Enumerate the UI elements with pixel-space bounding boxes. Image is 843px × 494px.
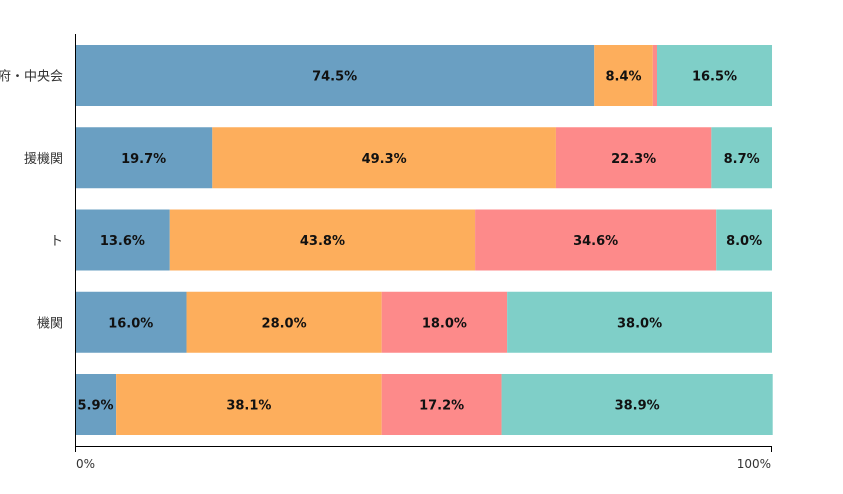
bar-segment-row0-series3: [657, 45, 773, 106]
bar-segment-row4-series0: [75, 374, 117, 435]
bar-segment-row0-series2: [652, 45, 657, 106]
category-label-1: 援機関: [24, 152, 63, 167]
x-tick-label-100: 100%: [737, 457, 771, 471]
data-label-row0-series3: 16.5%: [692, 70, 737, 85]
bars-layer: 74.5% 8.4% 16.5% 19.7% 49.3% 22.3% 8.7% 13.6% 43…: [75, 45, 773, 435]
data-label-row2-series1: 43.8%: [300, 234, 345, 249]
bar-segment-row3-series0: [75, 291, 187, 353]
bar-segment-row2-series0: [75, 209, 170, 271]
bar-segment-row4-series1: [116, 374, 382, 435]
data-label-row0-series0: 74.5%: [312, 70, 357, 85]
bar-segment-row2-series2: [475, 209, 717, 271]
x-tick-label-0: 0%: [76, 457, 95, 471]
bar-segment-row1-series1: [212, 127, 556, 189]
data-label-row1-series0: 19.7%: [121, 152, 166, 167]
bar-segment-row2-series3: [716, 209, 772, 271]
category-label-2: ト: [50, 234, 63, 249]
bar-segment-row4-series2: [381, 374, 502, 435]
category-label-3: 機関: [37, 316, 63, 331]
bar-segment-row3-series1: [186, 291, 382, 353]
bar-segment-row4-series3: [501, 374, 773, 435]
data-label-row2-series3: 8.0%: [726, 234, 762, 249]
data-label-row1-series3: 8.7%: [724, 152, 760, 167]
data-label-row0-series1: 8.4%: [606, 70, 642, 85]
data-label-row1-series2: 22.3%: [611, 152, 656, 167]
data-label-row4-series0: 5.9%: [78, 399, 114, 414]
data-label-row3-series3: 38.0%: [617, 316, 662, 331]
data-label-row4-series2: 17.2%: [419, 399, 464, 414]
bar-segment-row3-series2: [381, 291, 508, 353]
data-label-row4-series3: 38.9%: [615, 399, 660, 414]
bar-segment-row1-series0: [75, 127, 213, 189]
category-label-0: 府・中央会: [0, 70, 63, 85]
data-label-row1-series1: 49.3%: [362, 152, 407, 167]
bar-segment-row2-series1: [169, 209, 476, 271]
data-label-row3-series2: 18.0%: [422, 316, 467, 331]
bar-segment-row3-series3: [507, 291, 772, 353]
data-label-row2-series0: 13.6%: [100, 234, 145, 249]
axes: 0% 100%: [75, 34, 772, 471]
data-label-row2-series2: 34.6%: [573, 234, 618, 249]
bar-segment-row1-series2: [555, 127, 712, 189]
bar-segment-row0-series0: [75, 45, 595, 106]
data-label-row3-series1: 28.0%: [262, 316, 307, 331]
data-label-row4-series1: 38.1%: [226, 399, 271, 414]
bar-segment-row1-series3: [711, 127, 772, 189]
bar-segment-row0-series1: [594, 45, 653, 106]
data-label-row3-series0: 16.0%: [108, 316, 153, 331]
